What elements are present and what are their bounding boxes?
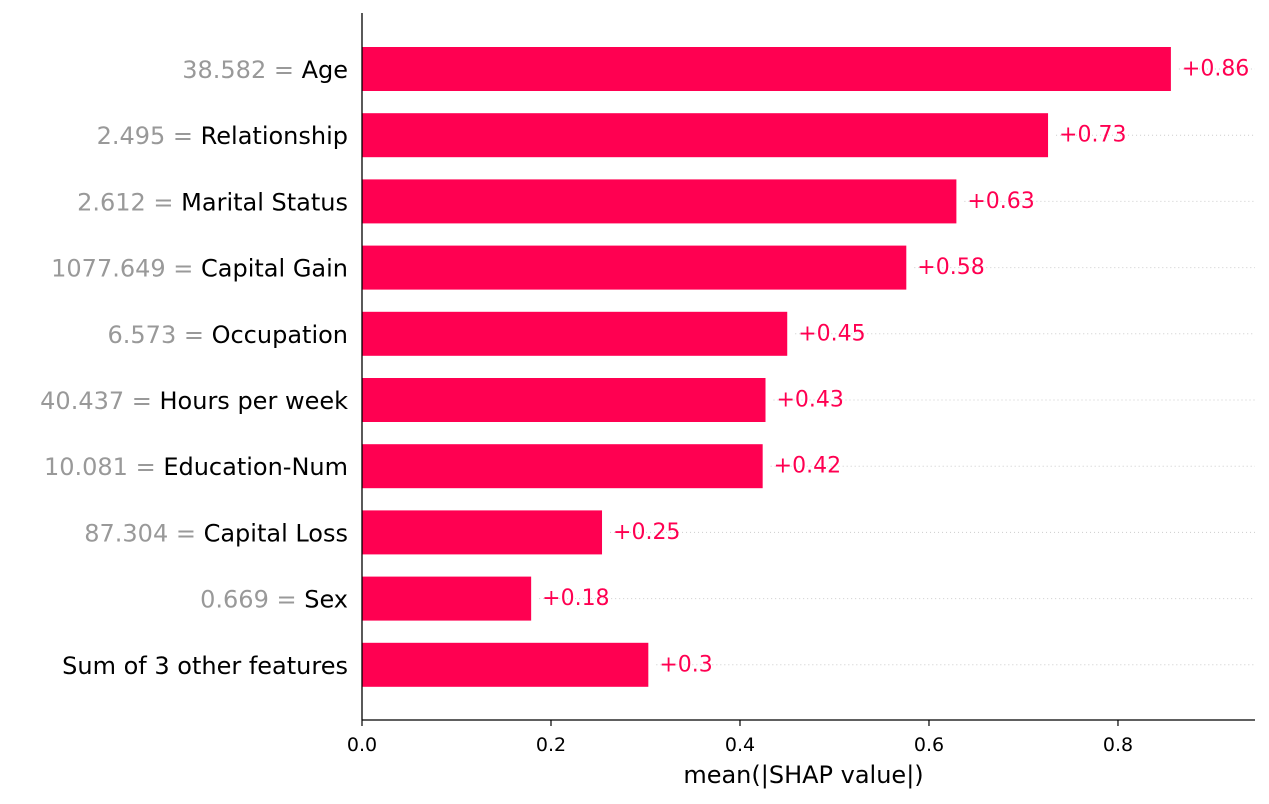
- feature-name: Occupation: [212, 321, 348, 349]
- bar: [362, 510, 603, 555]
- x-tick-label: 0.6: [914, 734, 944, 756]
- bar: [362, 113, 1049, 158]
- feature-label: 6.573 = Occupation: [108, 321, 348, 349]
- feature-label: 38.582 = Age: [182, 56, 348, 84]
- feature-name: Capital Loss: [204, 519, 348, 547]
- feature-name: Sex: [304, 586, 348, 614]
- x-tick-label: 0.2: [536, 734, 566, 756]
- bar: [362, 444, 763, 489]
- feature-label: 2.495 = Relationship: [97, 122, 348, 150]
- feature-label: 10.081 = Education-Num: [44, 453, 348, 481]
- feature-name: Age: [302, 56, 348, 84]
- bar-value-label: +0.86: [1182, 57, 1249, 82]
- feature-label: 2.612 = Marital Status: [77, 188, 348, 216]
- feature-label: 87.304 = Capital Loss: [84, 519, 348, 547]
- feature-value: 10.081 =: [44, 453, 163, 481]
- feature-value: 2.495 =: [97, 122, 201, 150]
- bar: [362, 47, 1171, 91]
- bar: [362, 245, 907, 290]
- feature-name: Capital Gain: [201, 255, 348, 283]
- bar: [362, 311, 788, 356]
- feature-label: Sum of 3 other features: [62, 652, 348, 680]
- feature-label: 1077.649 = Capital Gain: [51, 255, 348, 283]
- feature-value: 6.573 =: [108, 321, 212, 349]
- x-tick-label: 0.4: [725, 734, 755, 756]
- bar: [362, 378, 766, 422]
- feature-label: 40.437 = Hours per week: [40, 387, 348, 415]
- bar-value-label: +0.3: [659, 652, 712, 677]
- bar-value-label: +0.25: [613, 520, 680, 545]
- bar-value-label: +0.43: [777, 388, 844, 413]
- feature-name: Education-Num: [163, 453, 348, 481]
- feature-value: 40.437 =: [40, 387, 159, 415]
- bar-value-label: +0.58: [917, 255, 984, 280]
- feature-name: Hours per week: [160, 387, 349, 415]
- bar-value-label: +0.63: [967, 189, 1034, 214]
- feature-value: 38.582 =: [182, 56, 301, 84]
- feature-value: 0.669 =: [200, 586, 304, 614]
- bar-value-label: +0.42: [774, 454, 841, 479]
- bar-value-label: +0.73: [1059, 123, 1126, 148]
- bar: [362, 179, 957, 224]
- feature-value: 2.612 =: [77, 188, 181, 216]
- feature-name: Sum of 3 other features: [62, 652, 348, 680]
- feature-name: Marital Status: [181, 188, 348, 216]
- feature-name: Relationship: [201, 122, 348, 150]
- feature-value: 87.304 =: [84, 519, 203, 547]
- x-tick-label: 0.8: [1103, 734, 1133, 756]
- bar: [362, 576, 532, 621]
- bar: [362, 642, 649, 687]
- x-axis-title: mean(|SHAP value|): [683, 761, 923, 789]
- feature-value: 1077.649 =: [51, 255, 201, 283]
- feature-label: 0.669 = Sex: [200, 586, 348, 614]
- x-tick-label: 0.0: [347, 734, 377, 756]
- bar-value-label: +0.45: [798, 321, 865, 346]
- bar-value-label: +0.18: [542, 586, 609, 611]
